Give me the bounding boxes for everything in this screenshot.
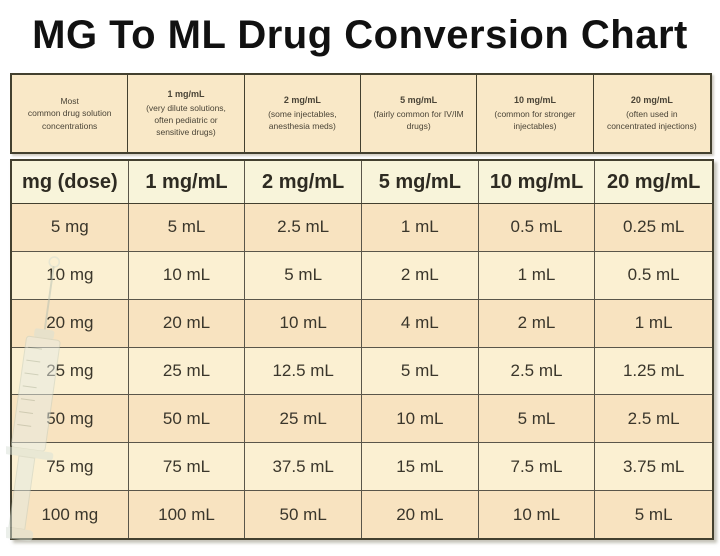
- legend-text: (common for stronger injectables): [494, 108, 576, 132]
- table-row: 75 mg 75 mL 37.5 mL 15 mL 7.5 mL 3.75 mL: [12, 443, 712, 492]
- legend-heading: 1 mg/mL: [167, 89, 205, 100]
- page-title: MG To ML Drug Conversion Chart: [32, 13, 688, 57]
- value-cell: 2 mL: [479, 299, 596, 347]
- value-cell: 2.5 mL: [627, 408, 680, 428]
- dose-cell: 100 mg: [12, 491, 129, 539]
- value-cell: 25 mL: [245, 395, 362, 443]
- value-cell: 15 mL: [362, 443, 479, 491]
- column-header-1mgml: 1 mg/mL: [129, 161, 246, 203]
- column-header-5mgml: 5 mg/mL: [362, 161, 479, 203]
- value-cell: 10 mL: [245, 299, 362, 347]
- value-cell: 0.5 mL: [627, 265, 680, 285]
- value-cell: 50 mL: [245, 491, 362, 539]
- value-cell: 5 mL: [362, 347, 479, 395]
- table-row: 100 mg 100 mL 50 mL 20 mL 10 mL 5 mL: [12, 491, 712, 539]
- legend-text: (often used in concentrated injections): [606, 108, 697, 132]
- dose-cell: 75 mg: [12, 443, 129, 491]
- value-cell: 0.5 mL: [479, 204, 596, 251]
- dose-cell: 50 mg: [12, 395, 129, 443]
- dose-cell: 10 mg: [12, 251, 129, 299]
- value-cell: 2.5 mL: [479, 347, 596, 395]
- value-cell: 5 mL: [129, 204, 246, 251]
- conversion-table: mg (dose) 1 mg/mL 2 mg/mL 5 mg/mL 10 mg/…: [10, 159, 714, 540]
- value-cell: 37.5 mL: [245, 443, 362, 491]
- value-cell: 100 mL: [129, 491, 246, 539]
- column-header-10mgml: 10 mg/mL: [479, 161, 596, 203]
- value-cell: 4 mL: [362, 299, 479, 347]
- legend-heading: 20 mg/mL: [630, 95, 673, 106]
- legend-text: (very dilute solutions, often pediatric …: [146, 102, 226, 138]
- legend-heading: 5 mg/mL: [400, 95, 438, 106]
- value-cell: 7.5 mL: [479, 443, 596, 491]
- concentration-legend: Most common drug solution concentrations…: [10, 73, 712, 154]
- value-cell: 20 mL: [129, 299, 246, 347]
- legend-heading: 10 mg/mL: [513, 95, 556, 106]
- table-row: 10 mg 10 mL 5 mL 2 mL 1 mL 0.5 mL: [12, 251, 712, 300]
- table-row: 50 mg 50 mL 25 mL 10 mL 5 mL 2.5 mL: [12, 395, 712, 444]
- value-cell: 75 mL: [129, 443, 246, 491]
- value-cell: 1.25 mL: [622, 361, 685, 380]
- dose-cell: 25 mg: [12, 347, 129, 395]
- table-row: 20 mg 20 mL 10 mL 4 mL 2 mL 1 mL: [12, 299, 712, 348]
- legend-text: (some injectables, anesthesia meds): [268, 108, 337, 132]
- value-cell: 3.75 mL: [622, 456, 685, 476]
- value-cell: 10 mL: [129, 251, 246, 299]
- dose-cell: 20 mg: [12, 299, 129, 347]
- value-cell: 10 mL: [479, 491, 596, 539]
- value-cell: 12.5 mL: [245, 347, 362, 395]
- legend-cell-1mgml: 1 mg/mL (very dilute solutions, often pe…: [128, 75, 245, 152]
- legend-cell-20mgml: 20 mg/mL (often used in concentrated inj…: [594, 75, 710, 152]
- value-cell: 0.25 mL: [622, 217, 685, 237]
- value-cell: 5 mL: [634, 504, 673, 524]
- value-cell: 1 mL: [479, 251, 596, 299]
- legend-heading: 2 mg/mL: [283, 95, 321, 106]
- legend-text: (fairly common for IV/IM drugs): [373, 108, 464, 132]
- legend-cell-10mgml: 10 mg/mL (common for stronger injectable…: [477, 75, 594, 152]
- value-cell: 2 mL: [362, 251, 479, 299]
- legend-cell-5mgml: 5 mg/mL (fairly common for IV/IM drugs): [361, 75, 478, 152]
- legend-cell-2mgml: 2 mg/mL (some injectables, anesthesia me…: [245, 75, 361, 152]
- value-cell: 20 mL: [362, 491, 479, 539]
- value-cell: 1 mL: [634, 313, 673, 333]
- column-header-dose: mg (dose): [12, 161, 129, 203]
- legend-cell-dose: Most common drug solution concentrations: [12, 75, 129, 152]
- value-cell: 5 mL: [479, 395, 596, 443]
- value-cell: 2.5 mL: [245, 204, 362, 251]
- column-header-20mgml: 20 mg/mL: [606, 170, 701, 193]
- value-cell: 50 mL: [129, 395, 246, 443]
- value-cell: 10 mL: [362, 395, 479, 443]
- column-header-2mgml: 2 mg/mL: [245, 161, 362, 203]
- value-cell: 5 mL: [245, 251, 362, 299]
- table-row: 5 mg 5 mL 2.5 mL 1 mL 0.5 mL 0.25 mL: [12, 204, 712, 252]
- table-header-row: mg (dose) 1 mg/mL 2 mg/mL 5 mg/mL 10 mg/…: [12, 161, 712, 204]
- value-cell: 25 mL: [129, 347, 246, 395]
- table-row: 25 mg 25 mL 12.5 mL 5 mL 2.5 mL 1.25 mL: [12, 347, 712, 396]
- legend-text: Most common drug solution concentrations: [27, 96, 112, 131]
- value-cell: 1 mL: [362, 204, 479, 251]
- dose-cell: 5 mg: [12, 204, 129, 251]
